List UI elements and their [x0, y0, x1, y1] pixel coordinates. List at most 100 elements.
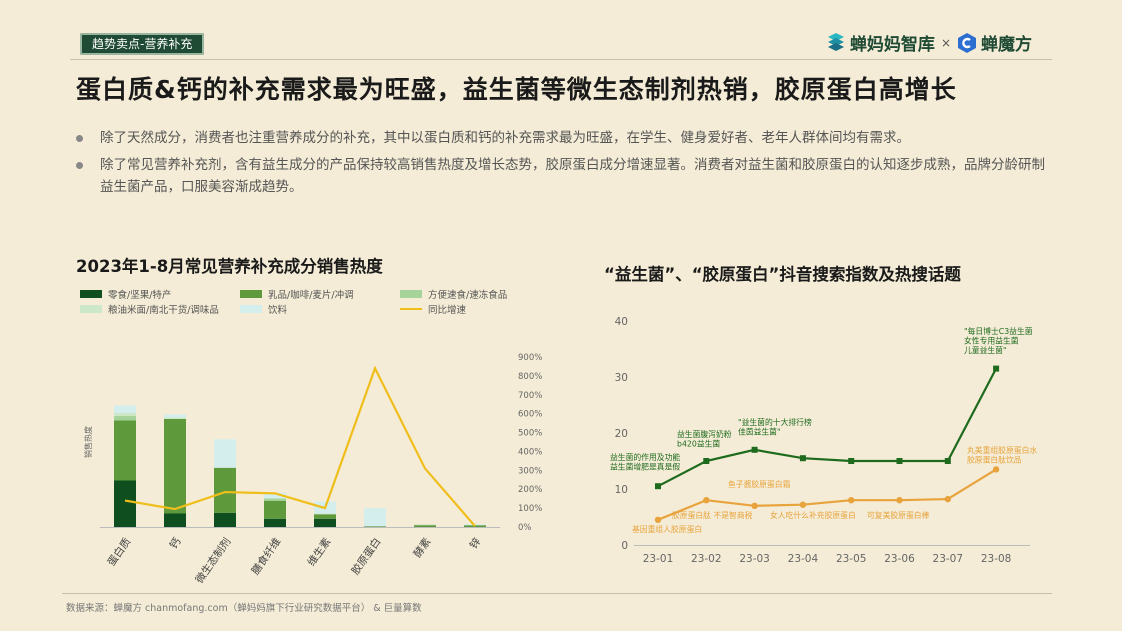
logo-chanmama: 蝉妈妈智库: [826, 30, 935, 55]
series-line: [657, 468, 997, 521]
annotation-line: 儿童益生菌": [964, 345, 1007, 355]
right-tick-label: 900%: [518, 353, 542, 363]
right-tick-label: 0%: [518, 523, 532, 533]
bar-segment: [164, 414, 186, 418]
source-note: 数据来源：蝉魔方 chanmofang.com（蝉妈妈旗下行业研究数据平台） &…: [66, 603, 422, 614]
page-headline: 蛋白质&钙的补充需求最为旺盛，益生菌等微生态制剂热销，胶原蛋白高增长: [76, 75, 957, 104]
annotation-line: 益生菌增肥是真是假: [610, 462, 680, 472]
y-tick-label: 40: [615, 316, 628, 328]
legend-swatch: [400, 290, 422, 298]
bar-segment: [314, 518, 336, 527]
bar-segment: [214, 467, 236, 513]
section-tag: 趋势卖点-营养补充: [80, 33, 205, 55]
right-chart-title: “益生菌”、“胶原蛋白”抖音搜索指数及热搜话题: [604, 265, 961, 284]
annotation-line: "每日博士C3益生菌: [964, 326, 1033, 336]
logo-chanmofang: 蝉魔方: [957, 30, 1032, 55]
annotation-label: 可复美胶原蛋白棒: [867, 510, 930, 520]
series-marker: [799, 455, 806, 462]
series-marker: [896, 497, 903, 504]
legend-item: 粮油米面/南北干货/调味品: [80, 302, 219, 316]
bar-segment: [164, 419, 186, 514]
legend-swatch: [240, 305, 262, 313]
bullet-text: 除了天然成分，消费者也注重营养成分的补充，其中以蛋白质和钙的补充需求最为旺盛，在…: [100, 130, 910, 146]
legend-label: 粮油米面/南北干货/调味品: [108, 305, 219, 316]
bar-segment: [264, 500, 286, 519]
annotation-line: 胶原蛋白肽 不是智商税: [672, 510, 753, 520]
series-marker: [655, 483, 661, 490]
right-tick-label: 100%: [518, 504, 542, 514]
x-tick-label: 23-01: [643, 553, 674, 565]
right-tick-label: 500%: [518, 429, 542, 439]
legend-item: 同比增速: [400, 302, 466, 316]
x-tick-label: 23-06: [884, 553, 915, 565]
bar-segment: [464, 525, 486, 527]
legend-label: 零食/坚果/特产: [108, 290, 172, 301]
legend-item: 方便速食/速冻食品: [400, 287, 507, 301]
annotation-label: 基因重组人胶原蛋白: [632, 524, 702, 534]
annotation-line: 胶原蛋白肽饮品: [967, 455, 1022, 465]
bullet-dot-icon: [76, 162, 83, 169]
annotation-label: 益生菌腹泻奶粉 b420益生菌: [677, 429, 732, 449]
left-chart-title: 2023年1-8月常见营养补充成分销售热度: [76, 257, 383, 276]
series-marker: [896, 458, 903, 464]
annotation-label: 益生菌的作用及功能益生菌增肥是真是假: [610, 452, 680, 472]
bullet-text: 除了常见营养补充剂，含有益生成分的产品保持较高销售热度及增长态势，胶原蛋白成分增…: [100, 157, 1045, 195]
bar-segment: [114, 420, 136, 481]
bar-segment: [164, 417, 186, 419]
series-marker: [992, 466, 1000, 473]
x-tick-label: 23-05: [836, 553, 867, 565]
y-tick-label: 10: [615, 484, 628, 496]
bullet-item: 除了天然成分，消费者也注重营养成分的补充，其中以蛋白质和钙的补充需求最为旺盛，在…: [76, 127, 1056, 149]
legend-label: 同比增速: [428, 305, 467, 316]
bar-segment: [214, 439, 236, 468]
footer-divider: [62, 593, 1052, 594]
series-marker: [993, 365, 1000, 372]
annotation-line: 女性专用益生菌: [964, 336, 1019, 346]
x-tick-label: 23-02: [691, 553, 722, 565]
bar-segment: [264, 498, 286, 501]
logo-right-text: 蝉魔方: [981, 35, 1032, 55]
series-marker: [654, 516, 662, 523]
series-marker: [751, 446, 758, 453]
bar-segment: [364, 526, 386, 527]
bar-segment: [264, 518, 286, 527]
annotation-line: 佳茵益生菌": [738, 427, 781, 437]
right-tick-label: 400%: [518, 447, 542, 457]
legend-swatch: [240, 290, 262, 298]
chanmofang-logo-icon: [958, 32, 976, 53]
annotation-line: 丸美重组胶原蛋白水: [967, 445, 1037, 455]
bar-segment: [364, 508, 386, 527]
bar-segment: [164, 513, 186, 527]
x-tick-label: 23-04: [788, 553, 819, 565]
x-tick-label: 23-07: [933, 553, 964, 565]
annotation-label: 鱼子酱胶原蛋白霜: [728, 479, 791, 489]
bar-segment: [264, 492, 286, 499]
legend-item: 乳品/咖啡/麦片/冲调: [240, 287, 354, 301]
right-tick-label: 700%: [518, 391, 542, 401]
y-axis-label: 销售热度: [83, 426, 93, 458]
annotation-line: 鱼子酱胶原蛋白霜: [728, 479, 791, 489]
logo-left-text: 蝉妈妈智库: [849, 35, 935, 55]
bullet-list: 除了天然成分，消费者也注重营养成分的补充，其中以蛋白质和钙的补充需求最为旺盛，在…: [76, 127, 1056, 203]
annotation-label: 胶原蛋白肽 不是智商税: [672, 510, 753, 520]
legend-item: 饮料: [240, 302, 287, 316]
series-marker: [703, 497, 710, 504]
bar-segment: [314, 514, 336, 519]
legend-swatch: [80, 305, 102, 313]
x-tick-label: 23-03: [739, 553, 770, 565]
series-marker: [751, 502, 758, 509]
annotation-label: 女人吃什么补充胶原蛋白: [770, 510, 856, 520]
annotation-line: 可复美胶原蛋白棒: [867, 510, 930, 520]
bar-segment: [114, 416, 136, 421]
header-divider: [70, 59, 1052, 60]
right-tick-label: 600%: [518, 410, 542, 420]
right-tick-label: 800%: [518, 372, 542, 382]
series-marker: [944, 495, 951, 503]
annotation-label: "每日博士C3益生菌女性专用益生菌儿童益生菌": [964, 326, 1033, 355]
series-marker: [703, 458, 710, 464]
bullet-item: 除了常见营养补充剂，含有益生成分的产品保持较高销售热度及增长态势，胶原蛋白成分增…: [76, 154, 1056, 198]
legend-item: 零食/坚果/特产: [80, 287, 171, 301]
